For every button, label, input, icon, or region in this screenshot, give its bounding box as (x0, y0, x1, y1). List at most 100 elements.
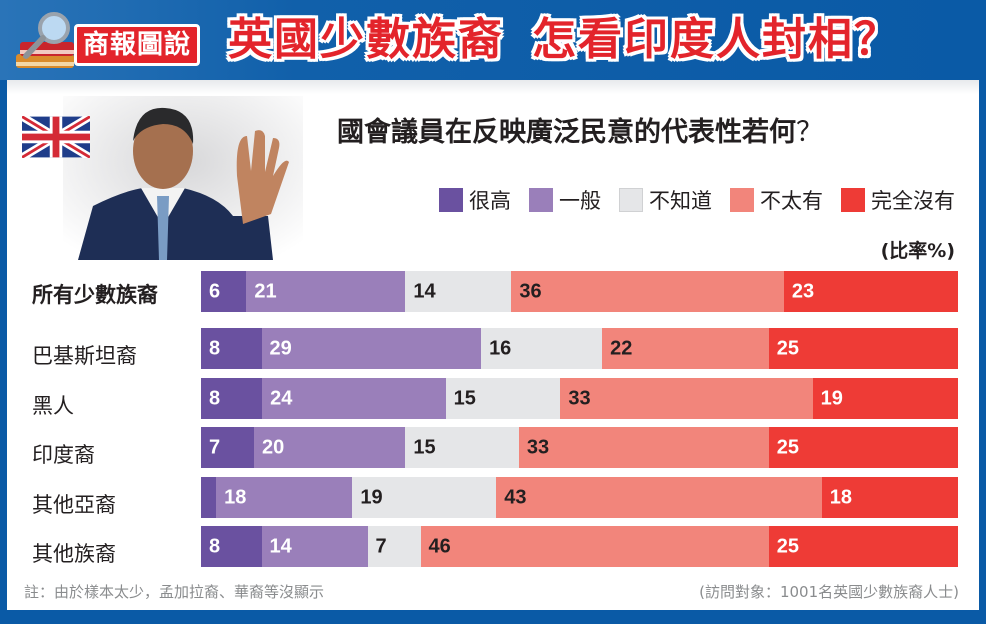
segment-value: 25 (776, 337, 799, 359)
source-note: (訪問對象：1001名英國少數族裔人士) (699, 583, 959, 601)
question-title: 國會議員在反映廣泛民意的代表性若何？ (337, 110, 823, 149)
legend-item: 不知道 (619, 185, 712, 215)
segment-value: 8 (209, 337, 221, 359)
segment-value: 6 (209, 280, 221, 302)
row-label: 印度裔 (32, 443, 95, 467)
segment-value: 18 (829, 486, 852, 508)
bar-segment: 15 (445, 378, 561, 419)
segment-value: 43 (504, 486, 527, 508)
chart-row: 其他族裔 8 14 7 46 25 (7, 526, 979, 567)
segment-value: 20 (261, 436, 285, 458)
legend-swatch (619, 188, 643, 212)
segment-value: 22 (610, 337, 633, 359)
bar-segment: 8 (201, 328, 262, 369)
segment-value: 21 (254, 280, 277, 302)
bar-segment: 16 (481, 328, 603, 369)
main-title-part2: 怎看印度人封相？ (532, 14, 900, 65)
segment-value: 8 (209, 387, 221, 409)
legend: 很高 一般 不知道 不太有 完全沒有 (421, 185, 955, 215)
bar-segment: 36 (511, 271, 784, 312)
legend-label: 不太有 (760, 189, 823, 213)
bar-segment: 18 (216, 477, 353, 518)
legend-label: 不知道 (649, 189, 712, 213)
segment-value: 7 (209, 436, 221, 458)
segment-value: 29 (269, 337, 292, 359)
chart-row: 其他亞裔 18 19 43 18 (7, 477, 979, 518)
segment-value: 33 (526, 436, 550, 458)
segment-value: 25 (776, 436, 799, 458)
segment-value: 33 (568, 387, 591, 409)
segment-value: 8 (209, 535, 221, 557)
legend-swatch (841, 188, 865, 212)
panel-shade (7, 80, 979, 94)
legend-label: 一般 (559, 189, 601, 213)
bar-segment: 46 (420, 526, 769, 567)
bar-segment: 15 (405, 427, 519, 468)
stacked-bar: 8 24 15 33 19 (201, 378, 958, 419)
section-badge: 商報圖說 (74, 24, 201, 66)
legend-item: 很高 (439, 185, 511, 215)
segment-value: 46 (428, 535, 451, 557)
segment-value: 7 (375, 535, 387, 557)
footnote: 註：由於樣本太少，孟加拉裔、華裔等沒顯示 (24, 583, 325, 601)
politician-photo (63, 96, 303, 260)
legend-swatch (730, 188, 754, 212)
legend-label: 完全沒有 (871, 189, 955, 213)
uk-flag-icon (22, 116, 90, 158)
legend-item: 不太有 (730, 185, 823, 215)
stacked-bar: 8 29 16 22 25 (201, 328, 958, 369)
bar-segment: 25 (768, 427, 958, 468)
row-label: 所有少數族裔 (32, 283, 158, 307)
bar-segment: 8 (201, 526, 262, 567)
bar-segment: 25 (768, 526, 958, 567)
legend-swatch (529, 188, 553, 212)
legend-item: 完全沒有 (841, 185, 955, 215)
segment-value: 14 (269, 535, 292, 557)
segment-value: 15 (413, 436, 436, 458)
segment-value: 14 (413, 280, 436, 302)
segment-value: 19 (820, 387, 843, 409)
segment-value: 16 (489, 337, 512, 359)
stacked-bar: 8 14 7 46 25 (201, 526, 958, 567)
bar-segment: 22 (602, 328, 769, 369)
bar-segment: 6 (201, 271, 247, 312)
segment-value: 25 (776, 535, 799, 557)
bar-segment: 14 (261, 526, 368, 567)
bar-segment: 19 (812, 378, 958, 419)
chart-row: 巴基斯坦裔 8 29 16 22 25 (7, 328, 979, 369)
bar-segment: 33 (560, 378, 813, 419)
bar-segment: 18 (821, 477, 958, 518)
bar-segment: 21 (246, 271, 406, 312)
row-label: 巴基斯坦裔 (32, 344, 137, 368)
question-mark: ？ (796, 117, 823, 148)
bar-segment (201, 477, 217, 518)
bar-segment: 24 (262, 378, 446, 419)
books-magnifier-icon (16, 12, 74, 68)
legend-label: 很高 (469, 189, 511, 213)
bar-segment: 8 (201, 378, 263, 419)
bar-segment: 25 (768, 328, 958, 369)
legend-swatch (439, 188, 463, 212)
segment-value: 15 (453, 387, 476, 409)
row-label: 其他亞裔 (32, 493, 116, 517)
segment-value: 36 (519, 280, 542, 302)
chart-row: 印度裔 7 20 15 33 25 (7, 427, 979, 468)
segment-value: 24 (270, 387, 293, 409)
bar-segment: 20 (253, 427, 406, 468)
bar-segment: 33 (518, 427, 769, 468)
row-label: 黑人 (32, 394, 74, 418)
bar-segment: 23 (783, 271, 958, 312)
legend-item: 一般 (529, 185, 601, 215)
main-title-part1: 英國少數族裔 (228, 14, 504, 65)
chart-panel: 國會議員在反映廣泛民意的代表性若何？ 很高 一般 不知道 不太有 完全沒有 (比率%) … (7, 80, 979, 610)
chart-row: 所有少數族裔 6 21 14 36 23 (7, 271, 979, 312)
main-title: 英國少數族裔 怎看印度人封相？ (228, 10, 900, 70)
bar-segment: 7 (201, 427, 254, 468)
bar-segment: 43 (496, 477, 822, 518)
stacked-bar: 7 20 15 33 25 (201, 427, 958, 468)
bar-segment: 29 (261, 328, 482, 369)
unit-label: (比率%) (880, 240, 955, 262)
header-banner: 商報圖說 英國少數族裔 怎看印度人封相？ (0, 0, 986, 80)
chart-row: 黑人 8 24 15 33 19 (7, 378, 979, 419)
bar-segment: 14 (405, 271, 512, 312)
